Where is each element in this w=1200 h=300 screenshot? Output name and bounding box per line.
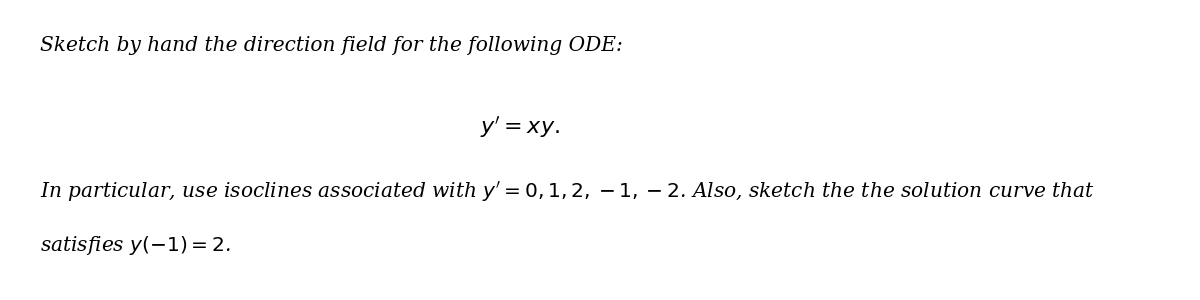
Text: $y' = xy.$: $y' = xy.$ — [480, 114, 560, 140]
Text: satisfies $y(-1) = 2$.: satisfies $y(-1) = 2$. — [40, 234, 230, 257]
Text: Sketch by hand the direction field for the following ODE:: Sketch by hand the direction field for t… — [40, 36, 623, 55]
Text: In particular, use isoclines associated with $y' = 0, 1, 2, -1, -2$. Also, sketc: In particular, use isoclines associated … — [40, 180, 1094, 204]
